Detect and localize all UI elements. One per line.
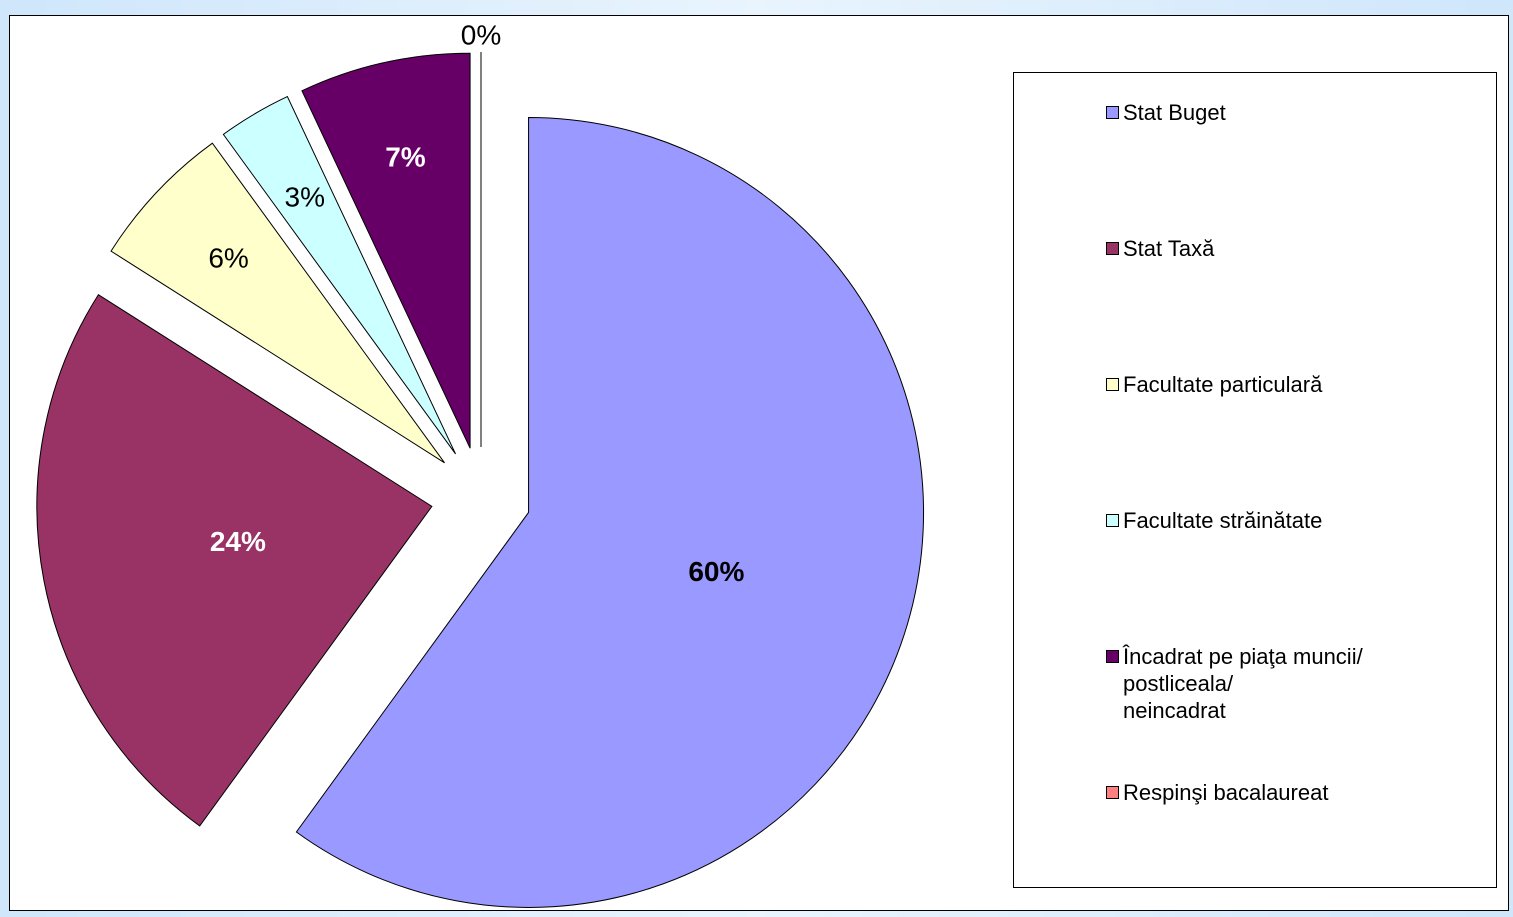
- legend-swatch: [1106, 242, 1119, 255]
- legend-label: Stat Buget: [1123, 100, 1226, 125]
- legend: Stat Buget Stat Taxă Facultate particulară…: [1013, 72, 1497, 888]
- legend-item: Facultate străinătate: [1106, 507, 1322, 534]
- legend-swatch: [1106, 786, 1119, 799]
- data-label: 24%: [210, 526, 266, 557]
- legend-item: Stat Taxă: [1106, 235, 1214, 262]
- legend-swatch: [1106, 106, 1119, 119]
- data-label: 60%: [688, 556, 744, 587]
- legend-label: Facultate particulară: [1123, 372, 1323, 397]
- legend-item: Respinşi bacalaureat: [1106, 779, 1328, 806]
- legend-swatch: [1106, 514, 1119, 527]
- legend-label: Respinşi bacalaureat: [1123, 780, 1329, 805]
- legend-item: Încadrat pe piaţa muncii/ postliceala/ n…: [1106, 643, 1363, 724]
- data-label: 0%: [461, 19, 501, 50]
- pie-slice: [301, 52, 471, 449]
- pie-slice: [110, 142, 445, 464]
- pie-slice: [295, 116, 924, 908]
- legend-label: Facultate străinătate: [1123, 508, 1323, 533]
- legend-item: Stat Buget: [1106, 99, 1226, 126]
- data-label: 3%: [285, 181, 325, 212]
- legend-item: Facultate particulară: [1106, 371, 1322, 398]
- data-label: 6%: [208, 242, 248, 273]
- legend-label: Stat Taxă: [1123, 236, 1215, 261]
- legend-swatch: [1106, 650, 1119, 663]
- legend-label: Încadrat pe piaţa muncii/ postliceala/ n…: [1123, 644, 1363, 723]
- legend-swatch: [1106, 378, 1119, 391]
- pie-slice: [36, 294, 433, 827]
- data-label: 7%: [385, 141, 426, 172]
- pie-slice: [222, 95, 457, 455]
